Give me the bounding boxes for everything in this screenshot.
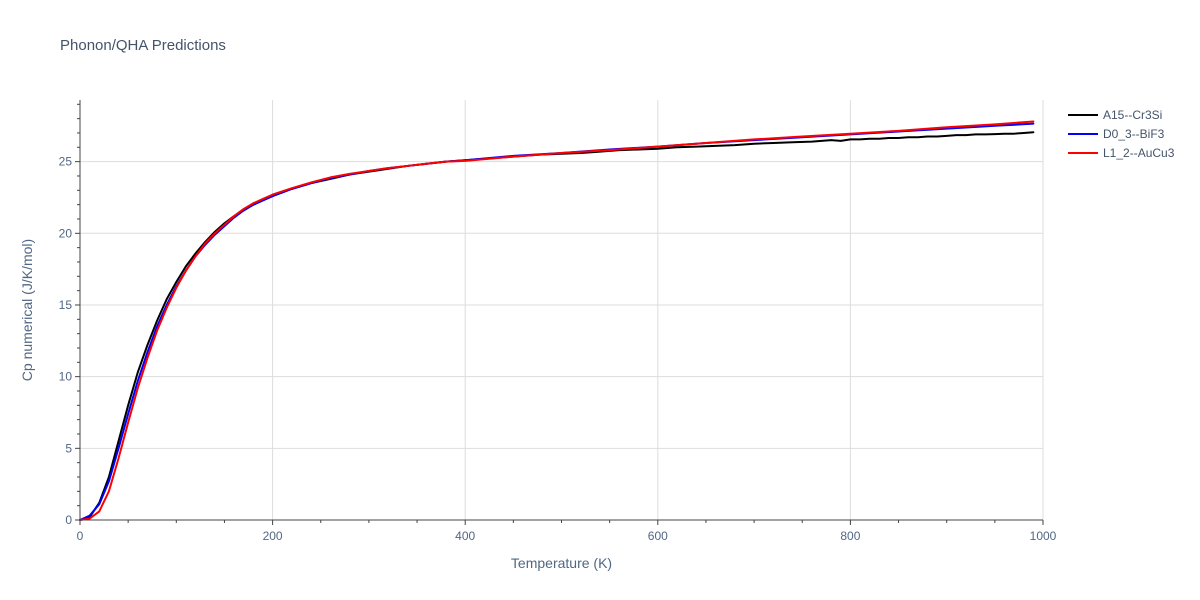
y-axis-title: Cp numerical (J/K/mol): [19, 239, 35, 381]
axes: 0 200 400 600 800 1000 0 5 10 15 20 25: [59, 100, 1057, 543]
chart-title: Phonon/QHA Predictions: [60, 37, 226, 54]
y-tick-label: 10: [59, 370, 73, 384]
x-tick-label: 800: [840, 529, 860, 543]
x-tick-label: 600: [648, 529, 668, 543]
legend-label: D0_3--BiF3: [1103, 127, 1165, 141]
x-tick-label: 1000: [1030, 529, 1057, 543]
legend-label: L1_2--AuCu3: [1103, 146, 1175, 160]
y-tick-label: 15: [59, 298, 73, 312]
legend-label: A15--Cr3Si: [1103, 108, 1162, 122]
x-axis-title: Temperature (K): [511, 555, 612, 571]
grid: [80, 100, 1044, 520]
legend: A15--Cr3Si D0_3--BiF3 L1_2--AuCu3: [1068, 108, 1175, 160]
y-tick-label: 0: [65, 513, 72, 527]
x-tick-label: 0: [77, 529, 84, 543]
y-tick-label: 25: [59, 155, 73, 169]
y-tick-label: 5: [65, 441, 72, 455]
series-line-3: [79, 120, 1035, 521]
x-tick-label: 400: [455, 529, 475, 543]
x-tick-label: 200: [263, 529, 283, 543]
y-tick-label: 20: [59, 226, 73, 240]
plot-series: [79, 120, 1035, 521]
